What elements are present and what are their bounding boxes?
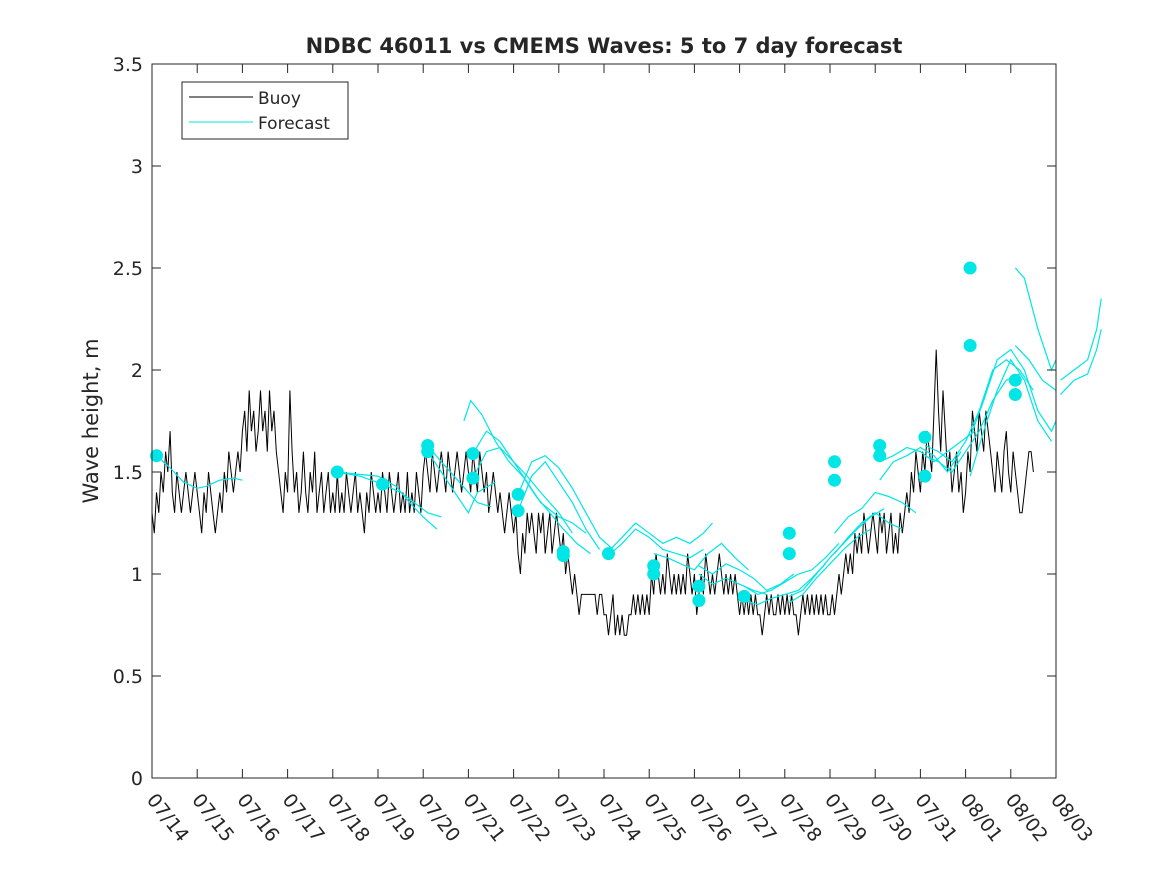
forecast-point (963, 339, 977, 352)
y-tick-label: 1 (131, 564, 143, 586)
forecast-line (156, 455, 243, 489)
forecast-line (472, 430, 587, 534)
y-tick-label: 2 (131, 360, 143, 382)
forecast-point (737, 589, 751, 603)
forecast-line (472, 446, 573, 534)
forecast-line (834, 491, 917, 534)
forecast-line (337, 471, 438, 530)
forecast-line (608, 522, 713, 553)
y-axis-label: Wave height, m (79, 338, 103, 503)
chart-title: NDBC 46011 vs CMEMS Waves: 5 to 7 day fo… (306, 34, 903, 58)
forecast-point (330, 465, 344, 479)
y-tick-label: 3.5 (113, 54, 143, 76)
forecast-point (873, 439, 887, 452)
forecast-point (150, 449, 163, 463)
forecast-line (879, 446, 962, 481)
forecast-point (511, 487, 525, 501)
forecast-point (466, 471, 480, 485)
plot-data-layer (150, 261, 1102, 636)
buoy-line (151, 349, 1034, 636)
forecast-point (963, 261, 977, 275)
forecast-line (924, 373, 1021, 473)
forecast-point (692, 579, 706, 593)
forecast-line (517, 460, 600, 550)
forecast-point (1008, 388, 1022, 401)
legend-box (181, 81, 349, 140)
forecast-point (918, 430, 932, 444)
forecast-line (608, 528, 704, 559)
forecast-point (828, 473, 841, 487)
forecast-point (692, 594, 706, 607)
forecast-line (653, 542, 750, 571)
forecast-point (647, 567, 661, 581)
forecast-point (918, 469, 932, 483)
y-tick-label: 0.5 (113, 666, 143, 688)
forecast-line (743, 542, 840, 596)
forecast-line (337, 471, 442, 518)
y-axis: 0 0.5 1 1.5 2 2.5 3 3.5 (113, 54, 1056, 790)
forecast-line (698, 563, 795, 592)
forecast-point (782, 547, 796, 561)
forecast-line (1060, 329, 1102, 395)
forecast-line (788, 528, 872, 604)
forecast-line (969, 358, 1052, 477)
y-tick-label: 3 (131, 156, 143, 178)
forecast-point (873, 449, 887, 463)
forecast-line (698, 573, 767, 595)
y-tick-label: 0 (131, 768, 143, 790)
forecast-point (421, 445, 435, 459)
legend-buoy-label: Buoy (258, 89, 301, 109)
forecast-point (376, 477, 389, 491)
forecast-point (782, 526, 796, 540)
y-tick-label: 1.5 (113, 462, 143, 484)
forecast-line (427, 451, 496, 515)
legend-forecast-label: Forecast (258, 114, 330, 134)
forecast-line (969, 348, 1057, 438)
forecast-line (834, 512, 903, 554)
forecast-line (517, 454, 614, 550)
forecast-line (1014, 345, 1057, 391)
y-tick-label: 2.5 (113, 258, 143, 280)
forecast-point (1008, 373, 1022, 387)
legend: Buoy Forecast (181, 81, 349, 140)
forecast-point (511, 504, 525, 518)
plot-area (152, 64, 1056, 778)
forecast-point (466, 447, 480, 461)
forecast-line (427, 445, 492, 508)
forecast-line (1060, 298, 1102, 381)
forecast-point (602, 547, 615, 561)
forecast-line (1014, 267, 1057, 372)
forecast-line (743, 563, 826, 606)
forecast-point (828, 455, 841, 469)
forecast-point (556, 549, 570, 563)
